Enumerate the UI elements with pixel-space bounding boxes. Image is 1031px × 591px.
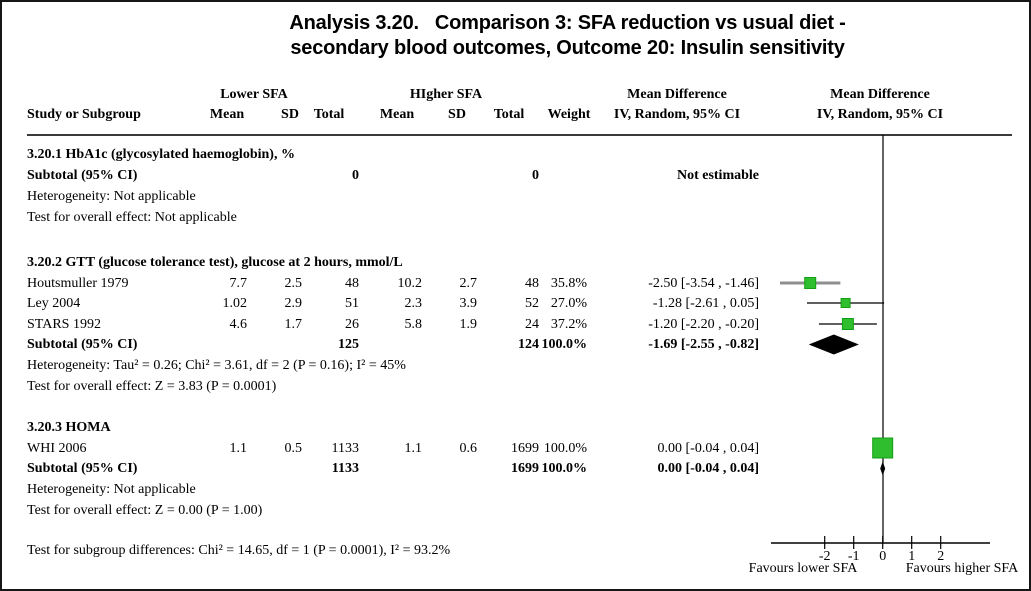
cell-subtotal-weight: 100.0% bbox=[541, 461, 588, 476]
group-header-lower-sfa: Lower SFA bbox=[220, 87, 288, 102]
cell-sd-lower: 0.5 bbox=[284, 441, 303, 456]
group-header-higher-sfa: HIgher SFA bbox=[409, 87, 483, 102]
heterogeneity-row: Heterogeneity: Not applicable bbox=[2, 480, 1029, 499]
study-row: STARS 1992 4.6 1.7 26 5.8 1.9 24 37.2% -1.20 [-2… bbox=[2, 315, 1029, 334]
figure-title-line1: Analysis 3.20. Comparison 3: SFA reducti… bbox=[289, 12, 846, 34]
favours-right-label: Favours higher SFA bbox=[905, 561, 1019, 576]
heterogeneity-text: Heterogeneity: Not applicable bbox=[27, 482, 196, 497]
subtotal-row: Subtotal (95% CI) 1133 1699 100.0% 0.00 [-0.… bbox=[2, 459, 1029, 478]
cell-weight: 27.0% bbox=[550, 296, 587, 311]
figure-title: Analysis 3.20. Comparison 3: SFA reducti… bbox=[102, 11, 1029, 61]
cell-subtotal-total-lower: 125 bbox=[338, 337, 359, 352]
cell-study-name: WHI 2006 bbox=[27, 441, 87, 456]
col-header-mean-lower: Mean bbox=[209, 107, 245, 122]
col-header-total-lower: Total bbox=[313, 107, 345, 122]
favours-left-label: Favours lower SFA bbox=[748, 561, 858, 576]
study-row: WHI 2006 1.1 0.5 1133 1.1 0.6 1699 100.0% 0.00 [… bbox=[2, 439, 1029, 458]
study-row: Ley 2004 1.02 2.9 51 2.3 3.9 52 27.0% -1.28 [-2.… bbox=[2, 294, 1029, 313]
cell-subtotal-label: Subtotal (95% CI) bbox=[27, 461, 138, 476]
heterogeneity-text: Heterogeneity: Tau² = 0.26; Chi² = 3.61,… bbox=[27, 358, 406, 373]
cell-weight: 37.2% bbox=[550, 317, 587, 332]
cell-total-higher: 1699 bbox=[511, 441, 539, 456]
cell-subtotal-label: Subtotal (95% CI) bbox=[27, 168, 138, 183]
cell-total-lower: 48 bbox=[345, 276, 359, 291]
cell-study-name: Houtsmuller 1979 bbox=[27, 276, 129, 291]
cell-mean-lower: 1.1 bbox=[229, 441, 248, 456]
col-header-sd-lower: SD bbox=[281, 107, 299, 122]
col-header-mean-higher: Mean bbox=[379, 107, 415, 122]
section-heading-row: 3.20.3 HOMA bbox=[2, 418, 1029, 437]
overall-effect-text: Test for overall effect: Z = 3.83 (P = 0… bbox=[27, 379, 277, 394]
section-heading: 3.20.1 HbA1c (glycosylated haemoglobin),… bbox=[27, 147, 295, 162]
heterogeneity-row: Heterogeneity: Tau² = 0.26; Chi² = 3.61,… bbox=[2, 356, 1029, 375]
cell-sd-higher: 1.9 bbox=[459, 317, 478, 332]
cell-subtotal-label: Subtotal (95% CI) bbox=[27, 337, 138, 352]
cell-total-higher: 24 bbox=[525, 317, 539, 332]
cell-mean-lower: 1.02 bbox=[222, 296, 248, 311]
overall-effect-row: Test for overall effect: Not applicable bbox=[2, 208, 1029, 227]
cell-total-lower: 1133 bbox=[331, 441, 359, 456]
plot-header-mean-difference: Mean Difference bbox=[830, 87, 930, 102]
cell-mean-higher: 1.1 bbox=[404, 441, 423, 456]
cell-mean-higher: 2.3 bbox=[404, 296, 423, 311]
overall-effect-row: Test for overall effect: Z = 3.83 (P = 0… bbox=[2, 377, 1029, 396]
cell-mean-lower: 7.7 bbox=[229, 276, 248, 291]
overall-effect-text: Test for overall effect: Z = 0.00 (P = 1… bbox=[27, 503, 263, 518]
cell-mean-lower: 4.6 bbox=[229, 317, 248, 332]
section-heading: 3.20.2 GTT (glucose tolerance test), glu… bbox=[27, 255, 403, 270]
cell-total-lower: 51 bbox=[345, 296, 359, 311]
heterogeneity-text: Heterogeneity: Not applicable bbox=[27, 189, 196, 204]
cell-subtotal-estimate: Not estimable bbox=[676, 168, 759, 183]
cell-subtotal-total-lower: 0 bbox=[352, 168, 359, 183]
figure-title-line2: secondary blood outcomes, Outcome 20: In… bbox=[290, 37, 845, 59]
overall-effect-text: Test for overall effect: Not applicable bbox=[27, 210, 237, 225]
section-heading-row: 3.20.2 GTT (glucose tolerance test), glu… bbox=[2, 253, 1029, 272]
cell-mean-higher: 5.8 bbox=[404, 317, 423, 332]
section-heading-row: 3.20.1 HbA1c (glycosylated haemoglobin),… bbox=[2, 145, 1029, 164]
cell-estimate: 0.00 [-0.04 , 0.04] bbox=[657, 441, 760, 456]
cell-subtotal-total-higher: 0 bbox=[532, 168, 539, 183]
cell-subtotal-estimate: -1.69 [-2.55 , -0.82] bbox=[648, 337, 759, 352]
stats-header-method: IV, Random, 95% CI bbox=[613, 107, 741, 122]
cell-sd-higher: 0.6 bbox=[459, 441, 478, 456]
subtotal-row: Subtotal (95% CI) 0 0 Not estimable bbox=[2, 166, 1029, 185]
cell-estimate: -2.50 [-3.54 , -1.46] bbox=[648, 276, 759, 291]
cell-total-higher: 48 bbox=[525, 276, 539, 291]
cell-subtotal-total-higher: 1699 bbox=[511, 461, 539, 476]
col-header-sd-higher: SD bbox=[448, 107, 466, 122]
cell-sd-lower: 2.5 bbox=[284, 276, 303, 291]
cell-estimate: -1.20 [-2.20 , -0.20] bbox=[648, 317, 759, 332]
subgroup-test-row: Test for subgroup differences: Chi² = 14… bbox=[2, 541, 1029, 560]
col-header-weight: Weight bbox=[547, 107, 591, 122]
cell-sd-lower: 2.9 bbox=[284, 296, 303, 311]
subgroup-test-text: Test for subgroup differences: Chi² = 14… bbox=[27, 543, 451, 558]
cell-weight: 35.8% bbox=[550, 276, 587, 291]
col-header-study: Study or Subgroup bbox=[27, 107, 141, 122]
cell-sd-higher: 3.9 bbox=[459, 296, 478, 311]
cell-subtotal-weight: 100.0% bbox=[541, 337, 588, 352]
cell-study-name: STARS 1992 bbox=[27, 317, 101, 332]
cell-mean-higher: 10.2 bbox=[397, 276, 423, 291]
subtotal-row: Subtotal (95% CI) 125 124 100.0% -1.69 [-2.5… bbox=[2, 335, 1029, 354]
cell-subtotal-total-higher: 124 bbox=[518, 337, 539, 352]
plot-header-method: IV, Random, 95% CI bbox=[816, 107, 944, 122]
cell-total-higher: 52 bbox=[525, 296, 539, 311]
cell-total-lower: 26 bbox=[345, 317, 359, 332]
col-header-total-higher: Total bbox=[493, 107, 525, 122]
cell-study-name: Ley 2004 bbox=[27, 296, 81, 311]
heterogeneity-row: Heterogeneity: Not applicable bbox=[2, 187, 1029, 206]
cell-sd-higher: 2.7 bbox=[459, 276, 478, 291]
study-row: Houtsmuller 1979 7.7 2.5 48 10.2 2.7 48 35.8% -2… bbox=[2, 274, 1029, 293]
section-heading: 3.20.3 HOMA bbox=[27, 420, 111, 435]
cell-estimate: -1.28 [-2.61 , 0.05] bbox=[652, 296, 759, 311]
cell-weight: 100.0% bbox=[543, 441, 587, 456]
overall-effect-row: Test for overall effect: Z = 0.00 (P = 1… bbox=[2, 501, 1029, 520]
cell-subtotal-weight bbox=[527, 166, 587, 185]
cell-sd-lower: 1.7 bbox=[284, 317, 303, 332]
cell-subtotal-estimate: 0.00 [-0.04 , 0.04] bbox=[657, 461, 760, 476]
stats-header-mean-difference: Mean Difference bbox=[627, 87, 727, 102]
cell-subtotal-total-lower: 1133 bbox=[331, 461, 359, 476]
